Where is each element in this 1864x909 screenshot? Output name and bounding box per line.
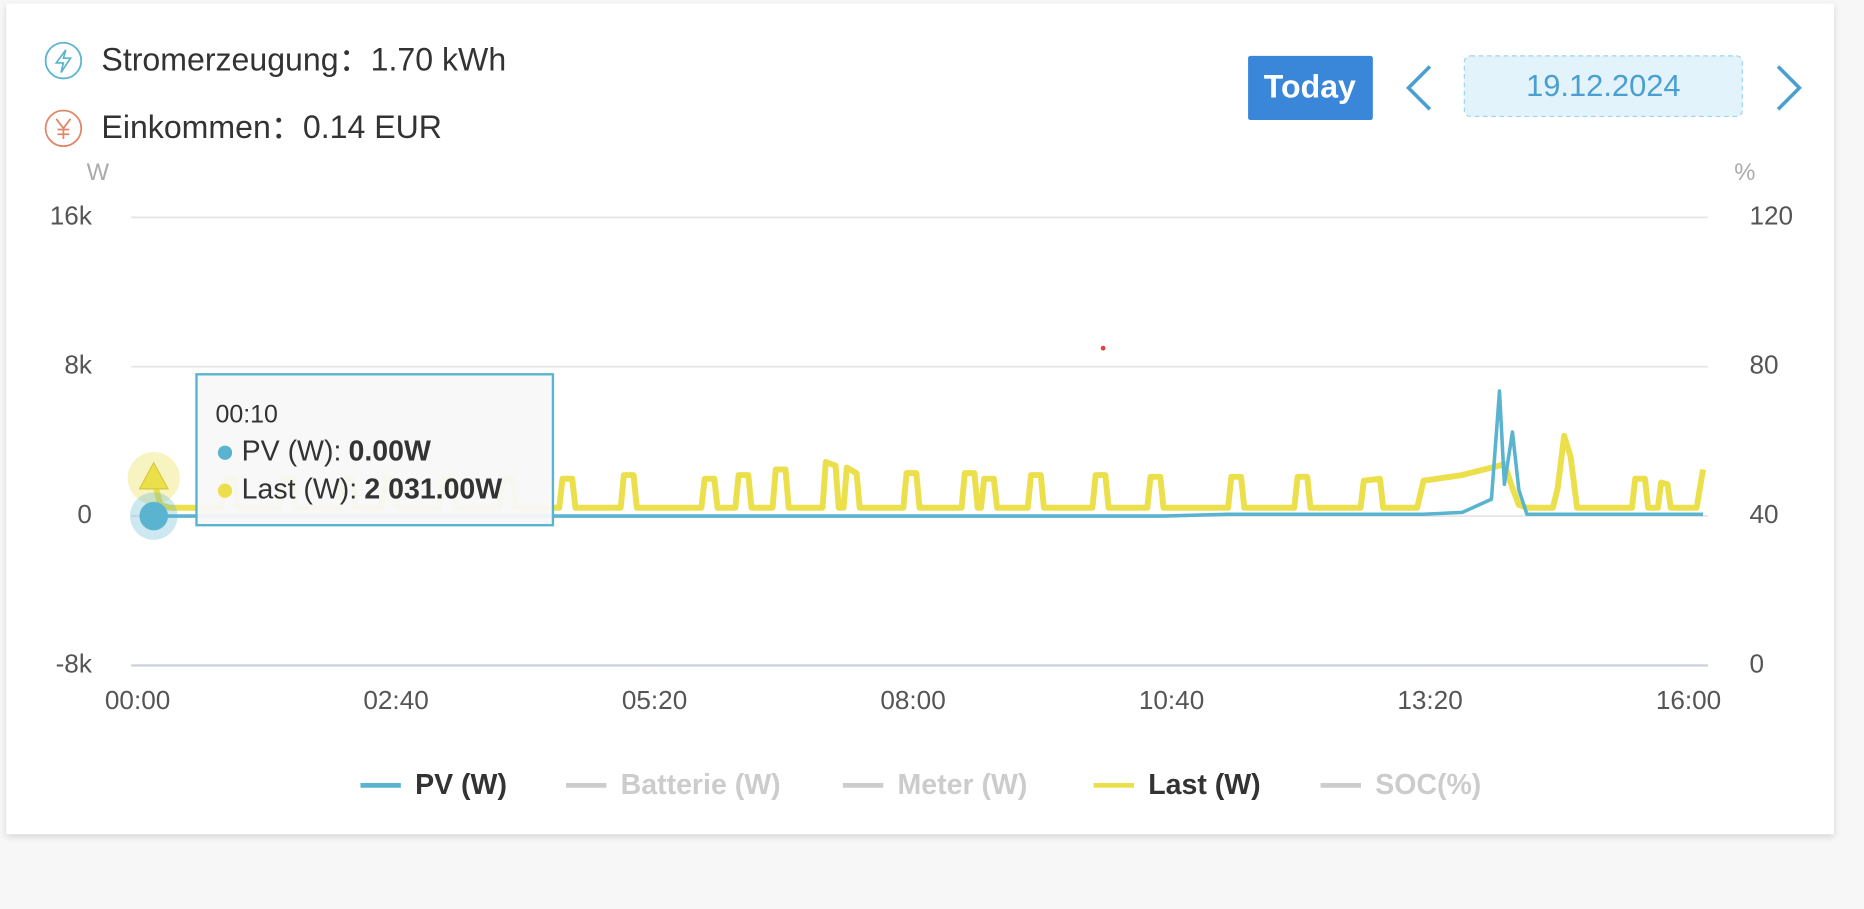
prev-day-arrow[interactable] (1405, 65, 1432, 111)
x-tick-label: 08:00 (880, 685, 945, 715)
today-button-label[interactable]: Today (1264, 69, 1356, 105)
generation-icon (44, 41, 83, 80)
hover-point (139, 501, 169, 531)
date-text[interactable]: 19.12.2024 (1526, 68, 1681, 103)
y2-tick-label: 120 (1750, 200, 1794, 230)
tooltip-row: PV (W): 0.00W (242, 435, 431, 467)
tooltip-row: Last (W): 2 031.00W (242, 473, 503, 505)
x-tick-label: 05:20 (622, 685, 687, 715)
x-tick-label: 13:20 (1397, 685, 1462, 715)
y2-tick-label: 0 (1750, 648, 1765, 678)
hover-point (138, 461, 170, 490)
tooltip-dot (217, 445, 233, 460)
tooltip-label: Last (W): (242, 473, 358, 505)
generation-text: Stromerzeugung：1.70 kWh (101, 41, 506, 77)
y-tick-label: 0 (77, 499, 92, 529)
y-tick-label: 16k (50, 200, 93, 230)
tooltip-dot (217, 483, 233, 498)
tooltip-value: 0.00W (349, 435, 431, 467)
income-text: Einkommen：0.14 EUR (101, 109, 442, 145)
y2-tick-label: 80 (1750, 350, 1779, 380)
legend-label[interactable]: Meter (W) (898, 769, 1028, 801)
legend-label[interactable]: SOC(%) (1375, 769, 1481, 801)
tooltip-label: PV (W): (242, 435, 342, 467)
y-axis-unit: W (87, 159, 110, 186)
y2-axis-unit: % (1734, 159, 1755, 186)
legend-label[interactable]: Last (W) (1148, 769, 1260, 801)
x-tick-label: 10:40 (1139, 685, 1204, 715)
x-tick-label: 02:40 (363, 685, 428, 715)
today-button[interactable] (1248, 55, 1373, 121)
date-picker[interactable] (1463, 55, 1743, 118)
y2-tick-label: 40 (1750, 499, 1779, 529)
plot: -8k 0 8k 16k 0 40 80 120 00:00 02:40 05:20 08:00 10:… (50, 200, 1793, 801)
y-tick-label: -8k (56, 648, 93, 678)
legend-label[interactable]: PV (W) (415, 769, 507, 801)
tooltip-box (195, 373, 555, 527)
y-tick-label: 8k (64, 350, 93, 380)
legend-label[interactable]: Batterie (W) (621, 769, 781, 801)
tooltip-title: 00:10 (215, 400, 277, 428)
x-tick-label: 16:00 (1656, 685, 1721, 715)
next-day-arrow[interactable] (1776, 65, 1802, 111)
tooltip: 00:10 PV (W): 0.00W Last (W): 2 031.00W (195, 373, 555, 527)
x-tick-label: 00:00 (105, 685, 170, 715)
artifact-dot (1100, 345, 1106, 351)
tooltip-value: 2 031.00W (364, 473, 502, 505)
income-icon (44, 109, 83, 148)
